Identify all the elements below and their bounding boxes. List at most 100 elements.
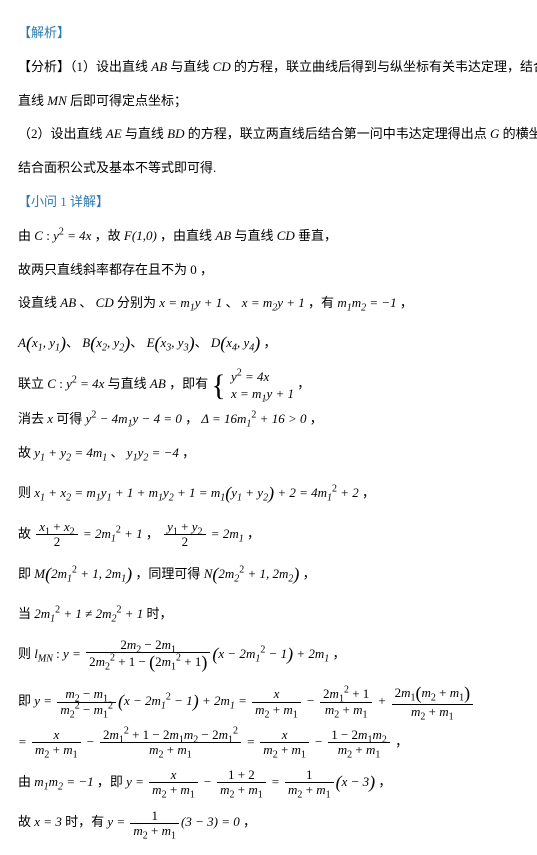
- eq: y1 + y2 = 4m1: [34, 445, 107, 460]
- eq: =: [18, 734, 30, 749]
- para-18: = xm2 + m1 − 2m12 + 1 − 2m1m2 − 2m12m2 +…: [18, 725, 519, 759]
- cd: CD: [96, 295, 114, 310]
- frac: 2m2 − 2m12m22 + 1 − (2m12 + 1): [86, 638, 210, 673]
- eq: m1m2 = −1: [34, 774, 93, 789]
- t: 即: [18, 693, 34, 708]
- t: 时，有: [62, 814, 108, 829]
- t: 则: [18, 646, 34, 661]
- t: 即: [18, 566, 34, 581]
- para-2b: 结合面积公式及基本不等式即可得.: [18, 151, 519, 185]
- frac: xm2 + m1: [32, 728, 81, 758]
- t: ，: [392, 734, 408, 749]
- t: 时，: [143, 606, 172, 621]
- ae: AE: [106, 126, 122, 141]
- eq: x = m2y + 1: [242, 295, 305, 310]
- t: 与直线: [167, 59, 213, 74]
- t: 垂直，: [295, 228, 337, 243]
- bd: BD: [167, 126, 184, 141]
- frac: y1 + y22: [164, 520, 205, 550]
- t: 故: [18, 445, 34, 460]
- t: 、: [76, 295, 96, 310]
- t: ，: [329, 646, 345, 661]
- eq: y2 = 4x: [66, 376, 104, 391]
- t: ，: [244, 526, 260, 541]
- t: （2）设出直线: [18, 126, 106, 141]
- frac: 2m12 + 1m2 + m1: [320, 687, 372, 717]
- para-15: 当 2m12 + 1 ≠ 2m22 + 1 时，: [18, 597, 519, 631]
- t: 的方程，联立两直线后结合第一问中韦达定理得出点: [185, 126, 491, 141]
- t: 设直线: [18, 295, 60, 310]
- t: ，: [375, 774, 391, 789]
- frac: 2m1(m2 + m1)m2 + m1: [392, 684, 474, 719]
- t: 的方程，联立曲线后得到与纵坐标有关韦达定理，结合题意，表示出: [231, 59, 537, 74]
- t: 直线: [18, 93, 47, 108]
- t: 与直线: [104, 376, 150, 391]
- eq: (x − 3): [336, 774, 376, 789]
- eq: (3 − 3) = 0: [181, 814, 240, 829]
- para-5: 由 C : y2 = 4x ，故 F(1,0) ，由直线 AB 与直线 CD 垂…: [18, 219, 519, 253]
- para-8: A(x1, y1)、 B(x2, y2)、 E(x3, y3)、 D(x4, y…: [18, 320, 519, 367]
- y: y =: [34, 693, 55, 708]
- t: =: [243, 734, 258, 749]
- e: E(x3, y3): [147, 335, 195, 350]
- t: ，由直线: [157, 228, 216, 243]
- t: 的横坐标恒为 −1，再: [499, 126, 537, 141]
- t: 、: [130, 335, 146, 350]
- t: ，: [294, 376, 310, 391]
- y: y =: [126, 774, 147, 789]
- t: +: [374, 693, 389, 708]
- para-1a: 【分析】（1）设出直线 AB 与直线 CD 的方程，联立曲线后得到与纵坐标有关韦…: [18, 50, 519, 84]
- t: ，: [179, 445, 195, 460]
- frac: 1m2 + m1: [285, 768, 334, 798]
- t: 分别为: [114, 295, 160, 310]
- t: 联立: [18, 376, 47, 391]
- eq: m1m2 = −1: [337, 295, 396, 310]
- frac: x1 + x22: [36, 520, 77, 550]
- frac: m2 − m1m22 − m12: [57, 687, 116, 717]
- t: −: [200, 774, 215, 789]
- t: ，: [299, 566, 315, 581]
- t: 可得: [53, 411, 86, 426]
- t: 当: [18, 606, 34, 621]
- frac: xm2 + m1: [260, 728, 309, 758]
- frac: 2m12 + 1 − 2m1m2 − 2m12m2 + m1: [100, 728, 241, 758]
- t: ，: [260, 335, 276, 350]
- frac: 1 + 2m2 + m1: [217, 768, 266, 798]
- para-7: 设直线 AB 、 CD 分别为 x = m1y + 1 、 x = m2y + …: [18, 286, 519, 320]
- c: C: [47, 376, 56, 391]
- eq: y2 − 4m1y − 4 = 0: [86, 411, 182, 426]
- frac: 1m2 + m1: [130, 809, 179, 839]
- eq: 2m12 + 1 ≠ 2m22 + 1: [34, 606, 143, 621]
- d: D(x4, y4): [211, 335, 260, 350]
- ab: AB: [151, 59, 167, 74]
- para-16: 则 lMN : y = 2m2 − 2m12m22 + 1 − (2m12 + …: [18, 631, 519, 678]
- t: ，有: [305, 295, 338, 310]
- eq: y1y2 = −4: [127, 445, 179, 460]
- t: 后即可得定点坐标；: [67, 93, 187, 108]
- heading-analysis: 【解析】: [18, 16, 519, 50]
- eq: (x − 2m12 − 1) + 2m1 =: [118, 693, 250, 708]
- t: ，同理可得: [132, 566, 204, 581]
- eq: x = 3: [34, 814, 62, 829]
- t: ，: [182, 411, 202, 426]
- y: y =: [63, 646, 84, 661]
- y: y =: [107, 814, 128, 829]
- brace-system: { y2 = 4x x = m1y + 1: [211, 368, 294, 403]
- t: ，: [240, 814, 256, 829]
- ab: AB: [60, 295, 76, 310]
- cd: CD: [277, 228, 295, 243]
- b: B(x2, y2): [82, 335, 130, 350]
- t: −: [83, 734, 98, 749]
- t: 消去: [18, 411, 47, 426]
- t: 、: [195, 335, 211, 350]
- para-6: 故两只直线斜率都存在且不为 0 ，: [18, 253, 519, 287]
- t: ，: [397, 295, 413, 310]
- g: G: [490, 126, 499, 141]
- t: 与直线: [231, 228, 277, 243]
- t: 由: [18, 228, 34, 243]
- frac: 1 − 2m1m2m2 + m1: [328, 728, 390, 758]
- para-1b: 直线 MN 后即可得定点坐标；: [18, 84, 519, 118]
- lmn: lMN: [34, 646, 53, 661]
- ab: AB: [150, 376, 166, 391]
- eq: x1 + x2 = m1y1 + 1 + m1y2 + 1 = m1(y1 + …: [34, 485, 359, 500]
